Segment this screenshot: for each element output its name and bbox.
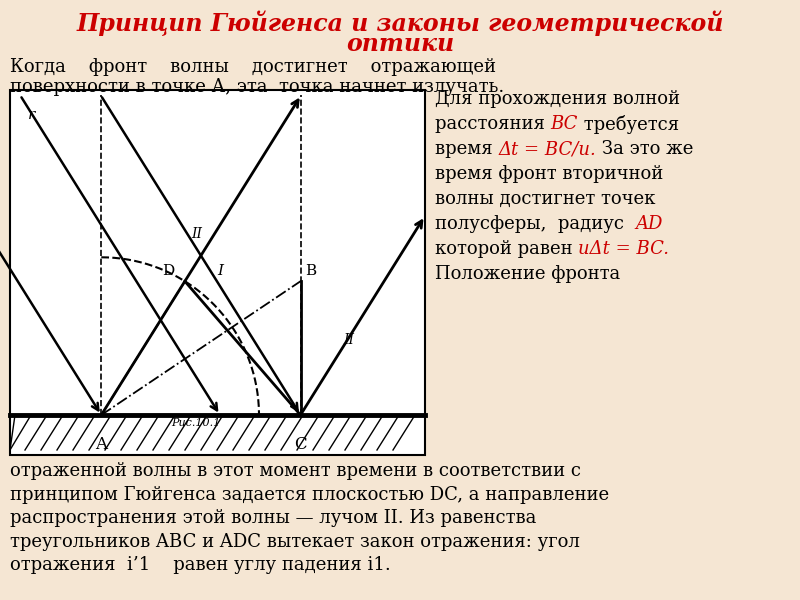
Text: время фронт вторичной: время фронт вторичной [435, 165, 663, 183]
Text: За это же: За это же [596, 140, 694, 158]
Text: Когда    фронт    волны    достигнет    отражающей: Когда фронт волны достигнет отражающей [10, 58, 496, 76]
Text: требуется: требуется [578, 115, 679, 134]
Text: C: C [294, 436, 307, 453]
Text: Для прохождения волной: Для прохождения волной [435, 90, 680, 108]
Text: волны достигнет точек: волны достигнет точек [435, 190, 655, 208]
Text: r: r [28, 108, 36, 122]
Text: Принцип Гюйгенса и законы геометрической: Принцип Гюйгенса и законы геометрической [76, 10, 724, 35]
Text: II: II [343, 333, 354, 347]
Text: расстояния: расстояния [435, 115, 550, 133]
Text: II: II [190, 227, 202, 241]
Text: BC: BC [550, 115, 578, 133]
Text: отраженной волны в этот момент времени в соответствии с
принципом Гюйгенса задае: отраженной волны в этот момент времени в… [10, 462, 609, 574]
Text: полусферы,  радиус: полусферы, радиус [435, 215, 635, 233]
Text: I: I [218, 264, 223, 278]
Text: D: D [162, 264, 175, 278]
Text: которой равен: которой равен [435, 240, 578, 258]
Text: B: B [306, 264, 317, 278]
Text: A: A [95, 436, 107, 453]
Text: uΔt = BC.: uΔt = BC. [578, 240, 670, 258]
Text: время: время [435, 140, 498, 158]
Text: Положение фронта: Положение фронта [435, 265, 620, 283]
Text: AD: AD [635, 215, 663, 233]
Bar [10, 90, 425, 455]
Text: оптики: оптики [346, 32, 454, 56]
Text: Δt = BC/u.: Δt = BC/u. [498, 140, 596, 158]
Text: поверхности в точке А, эта  точка начнет излучать.: поверхности в точке А, эта точка начнет … [10, 78, 504, 96]
Text: Рис.10.1: Рис.10.1 [171, 418, 220, 428]
